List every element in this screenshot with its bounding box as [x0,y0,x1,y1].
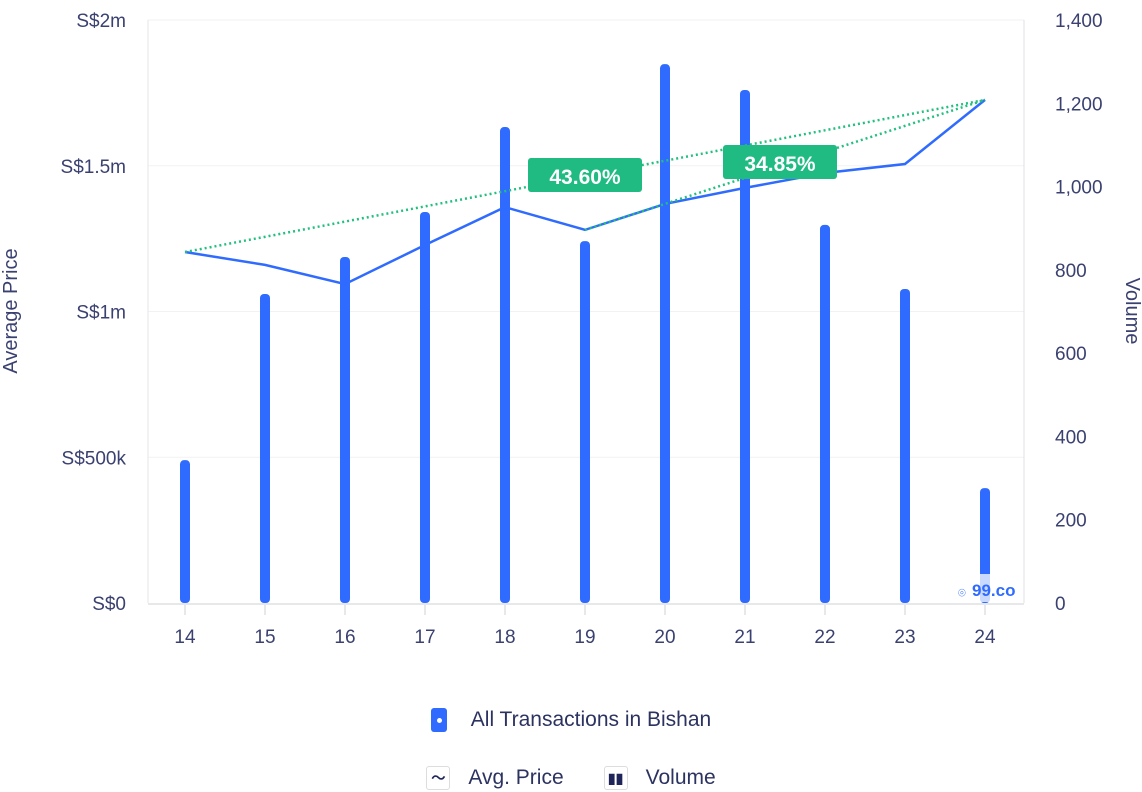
legend-group-label: All Transactions in Bishan [470,708,712,731]
volume-bar [260,294,270,603]
x-tick-label: 18 [494,627,515,648]
left-tick-label: S$1.5m [61,157,126,178]
volume-bar [500,127,510,603]
location-pin-icon: ⌾ [958,585,966,600]
volume-bar [580,241,590,603]
x-tick-label: 16 [334,627,355,648]
legend-volume[interactable]: ▮▮ Volume [603,766,716,790]
watermark-logo: 99.co [972,581,1015,600]
x-tick-label: 17 [414,627,435,648]
right-tick-label: 1,200 [1055,94,1103,115]
right-tick-label: 1,400 [1055,11,1103,32]
volume-bar [740,89,750,603]
right-tick-label: 1,000 [1055,178,1103,199]
legend-volume-label: Volume [645,766,716,789]
volume-bar [820,224,830,603]
x-tick-label: 19 [574,627,595,648]
x-tick-label: 20 [654,627,675,648]
volume-bar [340,256,350,603]
left-axis-title: Average Price [0,248,22,373]
left-tick-label: S$1m [76,303,126,324]
left-tick-label: S$2m [76,11,126,32]
line-chart-icon: 〜 [426,766,451,790]
x-tick-label: 23 [894,627,915,648]
volume-bar [900,289,910,603]
x-tick-label: 14 [174,627,196,648]
right-tick-label: 400 [1055,427,1087,448]
x-tick-label: 22 [814,627,835,648]
chart: S$0 S$500k S$1m S$1.5m S$2m 0 200 400 600 800 1,00… [0,11,1142,648]
legend-avg-price[interactable]: 〜 Avg. Price [426,766,564,790]
right-tick-label: 800 [1055,261,1087,282]
growth-badge-label: 34.85% [744,153,816,176]
legend-group[interactable]: All Transactions in Bishan [0,708,1142,732]
left-tick-label: S$500k [62,448,127,469]
legend-avg-price-label: Avg. Price [468,766,564,789]
x-tick-label: 21 [734,627,755,648]
legend-series: 〜 Avg. Price ▮▮ Volume [0,766,1142,790]
right-tick-label: 600 [1055,344,1087,365]
legend-swatch-icon [430,708,447,732]
growth-badge [723,145,837,179]
x-tick-label: 24 [974,627,996,648]
left-tick-label: S$0 [92,594,126,615]
volume-bar [660,64,670,604]
growth-badge [528,158,642,192]
bar-chart-icon: ▮▮ [603,766,628,790]
right-tick-label: 200 [1055,511,1087,532]
right-axis-title: Volume [1121,278,1142,345]
right-tick-label: 0 [1055,594,1066,615]
x-tick-label: 15 [254,627,275,648]
volume-bar [420,211,430,603]
volume-bar [180,460,190,603]
watermark-bg [942,574,1014,602]
trend-line [184,98,986,254]
growth-badge-label: 43.60% [549,166,621,189]
